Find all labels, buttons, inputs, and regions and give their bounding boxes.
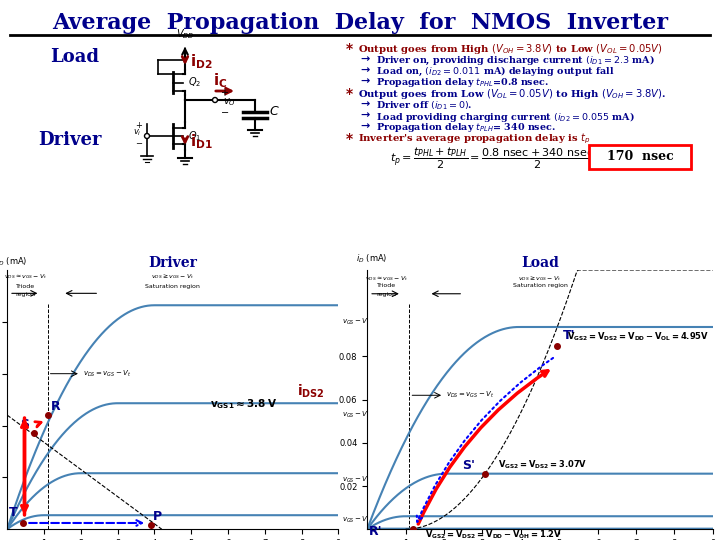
Text: Saturation region: Saturation region bbox=[513, 284, 567, 288]
Text: S: S bbox=[20, 418, 29, 431]
Text: *: * bbox=[346, 42, 353, 56]
Text: Load on, $(i_{D2} = 0.011$ mA) delaying output fall: Load on, $(i_{D2} = 0.011$ mA) delaying … bbox=[376, 65, 615, 78]
Text: T: T bbox=[9, 506, 18, 519]
Text: $C$: $C$ bbox=[269, 105, 279, 118]
Text: Saturation region: Saturation region bbox=[145, 284, 200, 289]
Text: Output goes from Low $(V_{OL}= 0.05V)$ to High $(V_{OH}= 3.8V)$.: Output goes from Low $(V_{OL}= 0.05V)$ t… bbox=[358, 87, 666, 101]
Text: $v_{DS}=v_{GS}-V_t$: $v_{DS}=v_{GS}-V_t$ bbox=[83, 369, 131, 379]
Text: Output goes from High $(V_{OH}= 3.8V)$ to Low $(V_{OL}= 0.05V)$: Output goes from High $(V_{OH}= 3.8V)$ t… bbox=[358, 42, 663, 56]
Text: Average  Propagation  Delay  for  NMOS  Inverter: Average Propagation Delay for NMOS Inver… bbox=[52, 12, 668, 34]
Text: $i_D$ (mA): $i_D$ (mA) bbox=[0, 256, 27, 268]
Text: $v_{GS}-V_t+2$: $v_{GS}-V_t+2$ bbox=[342, 410, 383, 420]
Text: $\mathbf{v_{GS1}{\approx}3.8\ V}$: $\mathbf{v_{GS1}{\approx}3.8\ V}$ bbox=[210, 397, 277, 411]
Text: $-$: $-$ bbox=[220, 106, 229, 116]
Text: $\mathbf{V_{GS2}=V_{DS2}=V_{DD}-V_{OH}=1.2V}$: $\mathbf{V_{GS2}=V_{DS2}=V_{DD}-V_{OH}=1… bbox=[425, 528, 562, 540]
Text: $v_{DS} \geq v_{GS}-V_t$: $v_{DS} \geq v_{GS}-V_t$ bbox=[518, 274, 562, 282]
Text: *: * bbox=[346, 87, 353, 101]
Text: $\mathbf{V_{GS2}=V_{DS2}=V_{DD}-V_{OL}=4.95V}$: $\mathbf{V_{GS2}=V_{DS2}=V_{DD}-V_{OL}=4… bbox=[567, 330, 709, 342]
Text: S': S' bbox=[462, 460, 475, 472]
Text: $v_{GS}-V_t+1$: $v_{GS}-V_t+1$ bbox=[719, 524, 720, 534]
Text: region: region bbox=[377, 292, 397, 297]
Text: Triode: Triode bbox=[377, 284, 396, 288]
Text: Driver off $(i_{D1} = 0)$.: Driver off $(i_{D1} = 0)$. bbox=[376, 99, 472, 111]
Text: →: → bbox=[360, 110, 369, 120]
Text: Propagation delay $t_{PHL}$=0.8 nsec.: Propagation delay $t_{PHL}$=0.8 nsec. bbox=[376, 76, 549, 89]
Text: $v_i$: $v_i$ bbox=[133, 128, 142, 138]
Text: $v_{DS} \geq v_{GS}-V_t$: $v_{DS} \geq v_{GS}-V_t$ bbox=[151, 272, 194, 281]
Text: $v_{DS}=v_{GS}-V_t$: $v_{DS}=v_{GS}-V_t$ bbox=[446, 390, 495, 400]
Circle shape bbox=[212, 98, 217, 103]
Text: Triode: Triode bbox=[16, 284, 35, 289]
Text: Driver on, providing discharge current $(i_{D1} = 2.3$ mA): Driver on, providing discharge current $… bbox=[376, 54, 654, 67]
Text: $t_p = \dfrac{t_{PHL}+t_{PLH}}{2} = \dfrac{0.8\ \mathrm{nsec}+340\ \mathrm{nsec}: $t_p = \dfrac{t_{PHL}+t_{PLH}}{2} = \dfr… bbox=[390, 146, 594, 171]
Y-axis label: $\mathbf{i_{DS2}}$: $\mathbf{i_{DS2}}$ bbox=[297, 382, 325, 400]
Title: Driver: Driver bbox=[148, 256, 197, 270]
Text: $Q_2$: $Q_2$ bbox=[188, 76, 201, 90]
Text: $\mathbf{i_{D2}}$: $\mathbf{i_{D2}}$ bbox=[190, 52, 212, 71]
Text: R: R bbox=[50, 400, 60, 413]
Circle shape bbox=[145, 133, 150, 138]
Text: $\mathbf{V_{GS2}=V_{DS2}=3.07V}$: $\mathbf{V_{GS2}=V_{DS2}=3.07V}$ bbox=[498, 458, 586, 471]
Text: $v_{GS}-V_t+2$: $v_{GS}-V_t+2$ bbox=[342, 475, 383, 485]
Text: →: → bbox=[360, 76, 369, 86]
Text: →: → bbox=[360, 121, 369, 131]
Text: Propagation delay $t_{PLH}$= 340 nsec.: Propagation delay $t_{PLH}$= 340 nsec. bbox=[376, 121, 556, 134]
Text: $v_{GS}-V_t+4$: $v_{GS}-V_t+4$ bbox=[342, 317, 384, 327]
Text: Load providing charging current $(i_{D2} = 0.055$ mA): Load providing charging current $(i_{D2}… bbox=[376, 110, 635, 124]
Text: $v_O$: $v_O$ bbox=[223, 96, 236, 108]
Text: T': T' bbox=[563, 329, 576, 342]
Text: $v_{DS} \approx v_{GS}-V_t$: $v_{DS} \approx v_{GS}-V_t$ bbox=[4, 272, 48, 281]
Text: 170  nsec: 170 nsec bbox=[607, 151, 673, 164]
Text: $-$: $-$ bbox=[135, 137, 143, 146]
Text: Load: Load bbox=[50, 48, 99, 66]
FancyBboxPatch shape bbox=[589, 145, 691, 169]
Text: →: → bbox=[360, 65, 369, 75]
Text: $v_{DS} \approx v_{GS}-V_t$: $v_{DS} \approx v_{GS}-V_t$ bbox=[364, 274, 408, 282]
Text: region: region bbox=[16, 292, 35, 297]
Text: R': R' bbox=[369, 525, 383, 538]
Text: $v_{GS}-V_t+1$: $v_{GS}-V_t+1$ bbox=[342, 515, 383, 525]
Text: $i_D$ (mA): $i_D$ (mA) bbox=[356, 252, 387, 265]
Text: $+$: $+$ bbox=[135, 120, 143, 130]
Text: $V_{DD}$: $V_{DD}$ bbox=[176, 27, 194, 41]
Text: →: → bbox=[360, 99, 369, 109]
Text: *: * bbox=[346, 132, 353, 146]
Text: Driver: Driver bbox=[38, 131, 102, 149]
Text: $\mathbf{i_C}$: $\mathbf{i_C}$ bbox=[213, 71, 228, 90]
Text: $v_{GS}-V_t+2$: $v_{GS}-V_t+2$ bbox=[719, 511, 720, 521]
Text: $Q_1$: $Q_1$ bbox=[188, 129, 202, 143]
Text: $+$: $+$ bbox=[220, 87, 229, 98]
Text: →: → bbox=[360, 54, 369, 64]
Text: $v_{GS}-V_t+4$: $v_{GS}-V_t+4$ bbox=[719, 322, 720, 332]
Text: P: P bbox=[153, 510, 162, 523]
Title: Load: Load bbox=[521, 256, 559, 270]
Text: Inverter's average propagation delay is $t_p$: Inverter's average propagation delay is … bbox=[358, 132, 590, 146]
Text: $v_{GS}-V_t+3$: $v_{GS}-V_t+3$ bbox=[719, 469, 720, 479]
Text: $\mathbf{i_{D1}}$: $\mathbf{i_{D1}}$ bbox=[190, 133, 213, 151]
